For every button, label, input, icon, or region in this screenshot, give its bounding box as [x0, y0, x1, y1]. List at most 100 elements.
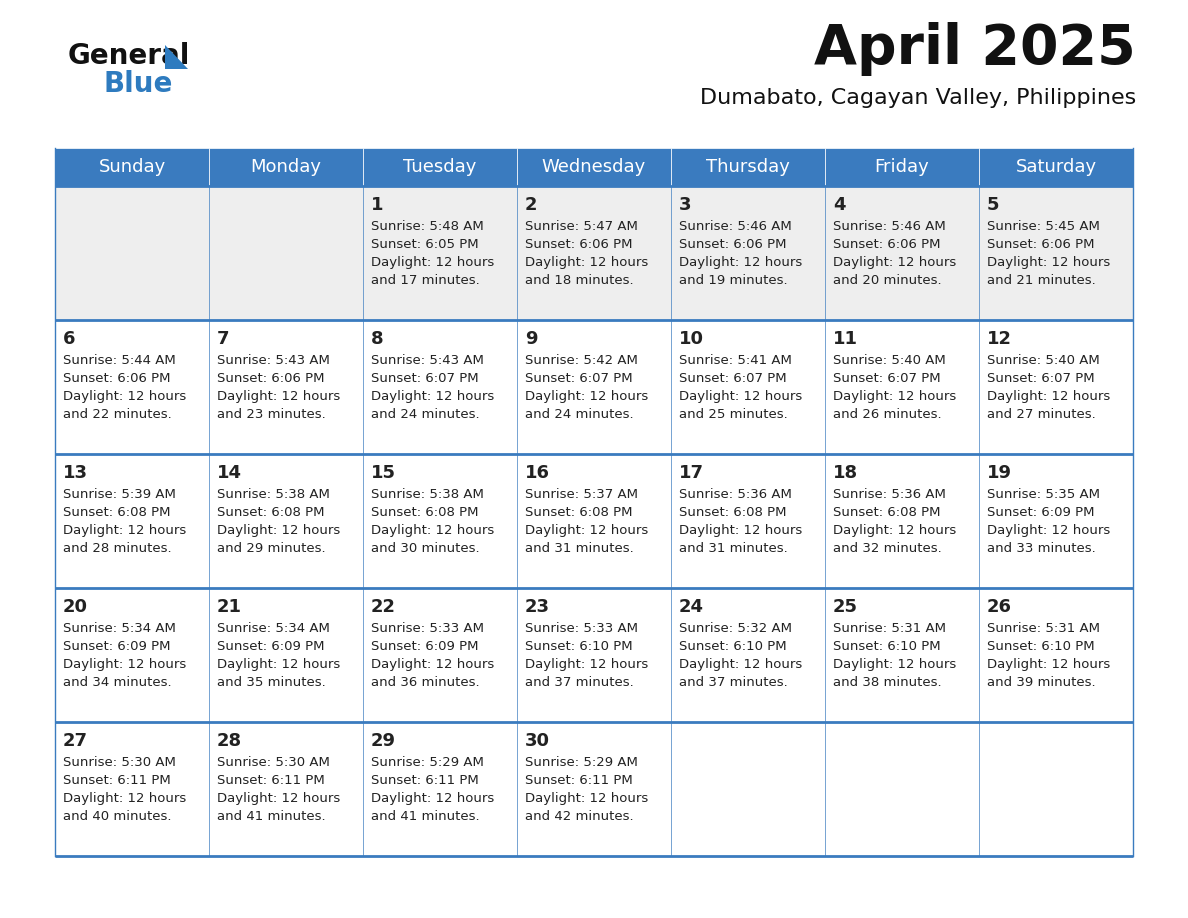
Text: Sunset: 6:10 PM: Sunset: 6:10 PM — [525, 640, 633, 653]
Text: and 27 minutes.: and 27 minutes. — [987, 408, 1095, 421]
Polygon shape — [165, 45, 188, 69]
Text: Sunset: 6:06 PM: Sunset: 6:06 PM — [987, 238, 1094, 251]
Text: Sunset: 6:06 PM: Sunset: 6:06 PM — [63, 372, 171, 385]
Bar — [517, 722, 671, 856]
Text: and 18 minutes.: and 18 minutes. — [525, 274, 633, 287]
Text: Daylight: 12 hours: Daylight: 12 hours — [525, 524, 649, 537]
Text: Wednesday: Wednesday — [542, 158, 646, 176]
Text: and 22 minutes.: and 22 minutes. — [63, 408, 172, 421]
Text: 6: 6 — [63, 330, 76, 348]
Text: and 24 minutes.: and 24 minutes. — [371, 408, 480, 421]
Text: 22: 22 — [371, 598, 396, 616]
Text: Sunrise: 5:43 AM: Sunrise: 5:43 AM — [217, 354, 330, 367]
Text: Sunset: 6:05 PM: Sunset: 6:05 PM — [371, 238, 479, 251]
Bar — [517, 454, 671, 588]
Text: Tuesday: Tuesday — [403, 158, 476, 176]
Text: Sunset: 6:07 PM: Sunset: 6:07 PM — [987, 372, 1094, 385]
Text: Daylight: 12 hours: Daylight: 12 hours — [217, 658, 340, 671]
Text: Sunrise: 5:29 AM: Sunrise: 5:29 AM — [371, 756, 484, 769]
Text: Sunset: 6:07 PM: Sunset: 6:07 PM — [680, 372, 786, 385]
Bar — [55, 588, 209, 722]
Text: and 28 minutes.: and 28 minutes. — [63, 542, 171, 555]
Bar — [364, 454, 517, 588]
Text: Daylight: 12 hours: Daylight: 12 hours — [525, 658, 649, 671]
Text: and 19 minutes.: and 19 minutes. — [680, 274, 788, 287]
Text: Daylight: 12 hours: Daylight: 12 hours — [833, 658, 956, 671]
Bar — [209, 148, 364, 186]
Text: Sunset: 6:08 PM: Sunset: 6:08 PM — [217, 506, 324, 519]
Text: Sunset: 6:08 PM: Sunset: 6:08 PM — [371, 506, 479, 519]
Text: Sunrise: 5:31 AM: Sunrise: 5:31 AM — [987, 622, 1100, 635]
Text: and 40 minutes.: and 40 minutes. — [63, 810, 171, 823]
Text: Monday: Monday — [251, 158, 322, 176]
Text: 15: 15 — [371, 464, 396, 482]
Bar — [979, 320, 1133, 454]
Text: and 29 minutes.: and 29 minutes. — [217, 542, 326, 555]
Text: Sunrise: 5:46 AM: Sunrise: 5:46 AM — [680, 220, 791, 233]
Text: Daylight: 12 hours: Daylight: 12 hours — [833, 524, 956, 537]
Text: Sunrise: 5:45 AM: Sunrise: 5:45 AM — [987, 220, 1100, 233]
Text: Daylight: 12 hours: Daylight: 12 hours — [217, 792, 340, 805]
Text: Daylight: 12 hours: Daylight: 12 hours — [371, 524, 494, 537]
Text: Daylight: 12 hours: Daylight: 12 hours — [525, 390, 649, 403]
Bar — [364, 588, 517, 722]
Text: and 42 minutes.: and 42 minutes. — [525, 810, 633, 823]
Text: Daylight: 12 hours: Daylight: 12 hours — [63, 792, 187, 805]
Text: 5: 5 — [987, 196, 999, 214]
Bar — [55, 186, 209, 320]
Text: 24: 24 — [680, 598, 704, 616]
Text: and 35 minutes.: and 35 minutes. — [217, 676, 326, 689]
Text: Sunset: 6:06 PM: Sunset: 6:06 PM — [680, 238, 786, 251]
Text: 18: 18 — [833, 464, 858, 482]
Text: 4: 4 — [833, 196, 846, 214]
Text: Sunset: 6:11 PM: Sunset: 6:11 PM — [63, 774, 171, 787]
Text: Sunrise: 5:33 AM: Sunrise: 5:33 AM — [525, 622, 638, 635]
Text: Daylight: 12 hours: Daylight: 12 hours — [833, 256, 956, 269]
Bar — [979, 186, 1133, 320]
Text: Sunset: 6:09 PM: Sunset: 6:09 PM — [371, 640, 479, 653]
Text: Friday: Friday — [874, 158, 929, 176]
Text: Sunset: 6:10 PM: Sunset: 6:10 PM — [987, 640, 1094, 653]
Text: 16: 16 — [525, 464, 550, 482]
Text: 25: 25 — [833, 598, 858, 616]
Text: Sunrise: 5:34 AM: Sunrise: 5:34 AM — [217, 622, 330, 635]
Text: Daylight: 12 hours: Daylight: 12 hours — [680, 524, 802, 537]
Bar — [824, 454, 979, 588]
Bar — [55, 320, 209, 454]
Text: 20: 20 — [63, 598, 88, 616]
Text: and 37 minutes.: and 37 minutes. — [680, 676, 788, 689]
Text: Sunrise: 5:39 AM: Sunrise: 5:39 AM — [63, 488, 176, 501]
Text: Sunrise: 5:30 AM: Sunrise: 5:30 AM — [63, 756, 176, 769]
Text: and 24 minutes.: and 24 minutes. — [525, 408, 633, 421]
Text: and 20 minutes.: and 20 minutes. — [833, 274, 942, 287]
Text: 3: 3 — [680, 196, 691, 214]
Text: Daylight: 12 hours: Daylight: 12 hours — [987, 658, 1111, 671]
Text: Sunset: 6:08 PM: Sunset: 6:08 PM — [63, 506, 171, 519]
Text: Daylight: 12 hours: Daylight: 12 hours — [987, 524, 1111, 537]
Text: Sunrise: 5:37 AM: Sunrise: 5:37 AM — [525, 488, 638, 501]
Text: Sunset: 6:10 PM: Sunset: 6:10 PM — [680, 640, 786, 653]
Text: Sunrise: 5:46 AM: Sunrise: 5:46 AM — [833, 220, 946, 233]
Text: Sunrise: 5:40 AM: Sunrise: 5:40 AM — [987, 354, 1100, 367]
Bar — [824, 148, 979, 186]
Text: Daylight: 12 hours: Daylight: 12 hours — [63, 524, 187, 537]
Text: and 25 minutes.: and 25 minutes. — [680, 408, 788, 421]
Text: 29: 29 — [371, 732, 396, 750]
Text: Sunrise: 5:40 AM: Sunrise: 5:40 AM — [833, 354, 946, 367]
Bar — [517, 320, 671, 454]
Text: Daylight: 12 hours: Daylight: 12 hours — [371, 658, 494, 671]
Text: 19: 19 — [987, 464, 1012, 482]
Text: 17: 17 — [680, 464, 704, 482]
Text: Daylight: 12 hours: Daylight: 12 hours — [987, 256, 1111, 269]
Text: Sunrise: 5:29 AM: Sunrise: 5:29 AM — [525, 756, 638, 769]
Text: and 30 minutes.: and 30 minutes. — [371, 542, 480, 555]
Bar — [209, 588, 364, 722]
Text: Sunrise: 5:36 AM: Sunrise: 5:36 AM — [833, 488, 946, 501]
Text: Sunrise: 5:48 AM: Sunrise: 5:48 AM — [371, 220, 484, 233]
Bar — [364, 186, 517, 320]
Text: 12: 12 — [987, 330, 1012, 348]
Text: Sunrise: 5:42 AM: Sunrise: 5:42 AM — [525, 354, 638, 367]
Text: and 26 minutes.: and 26 minutes. — [833, 408, 942, 421]
Text: 13: 13 — [63, 464, 88, 482]
Bar — [671, 320, 824, 454]
